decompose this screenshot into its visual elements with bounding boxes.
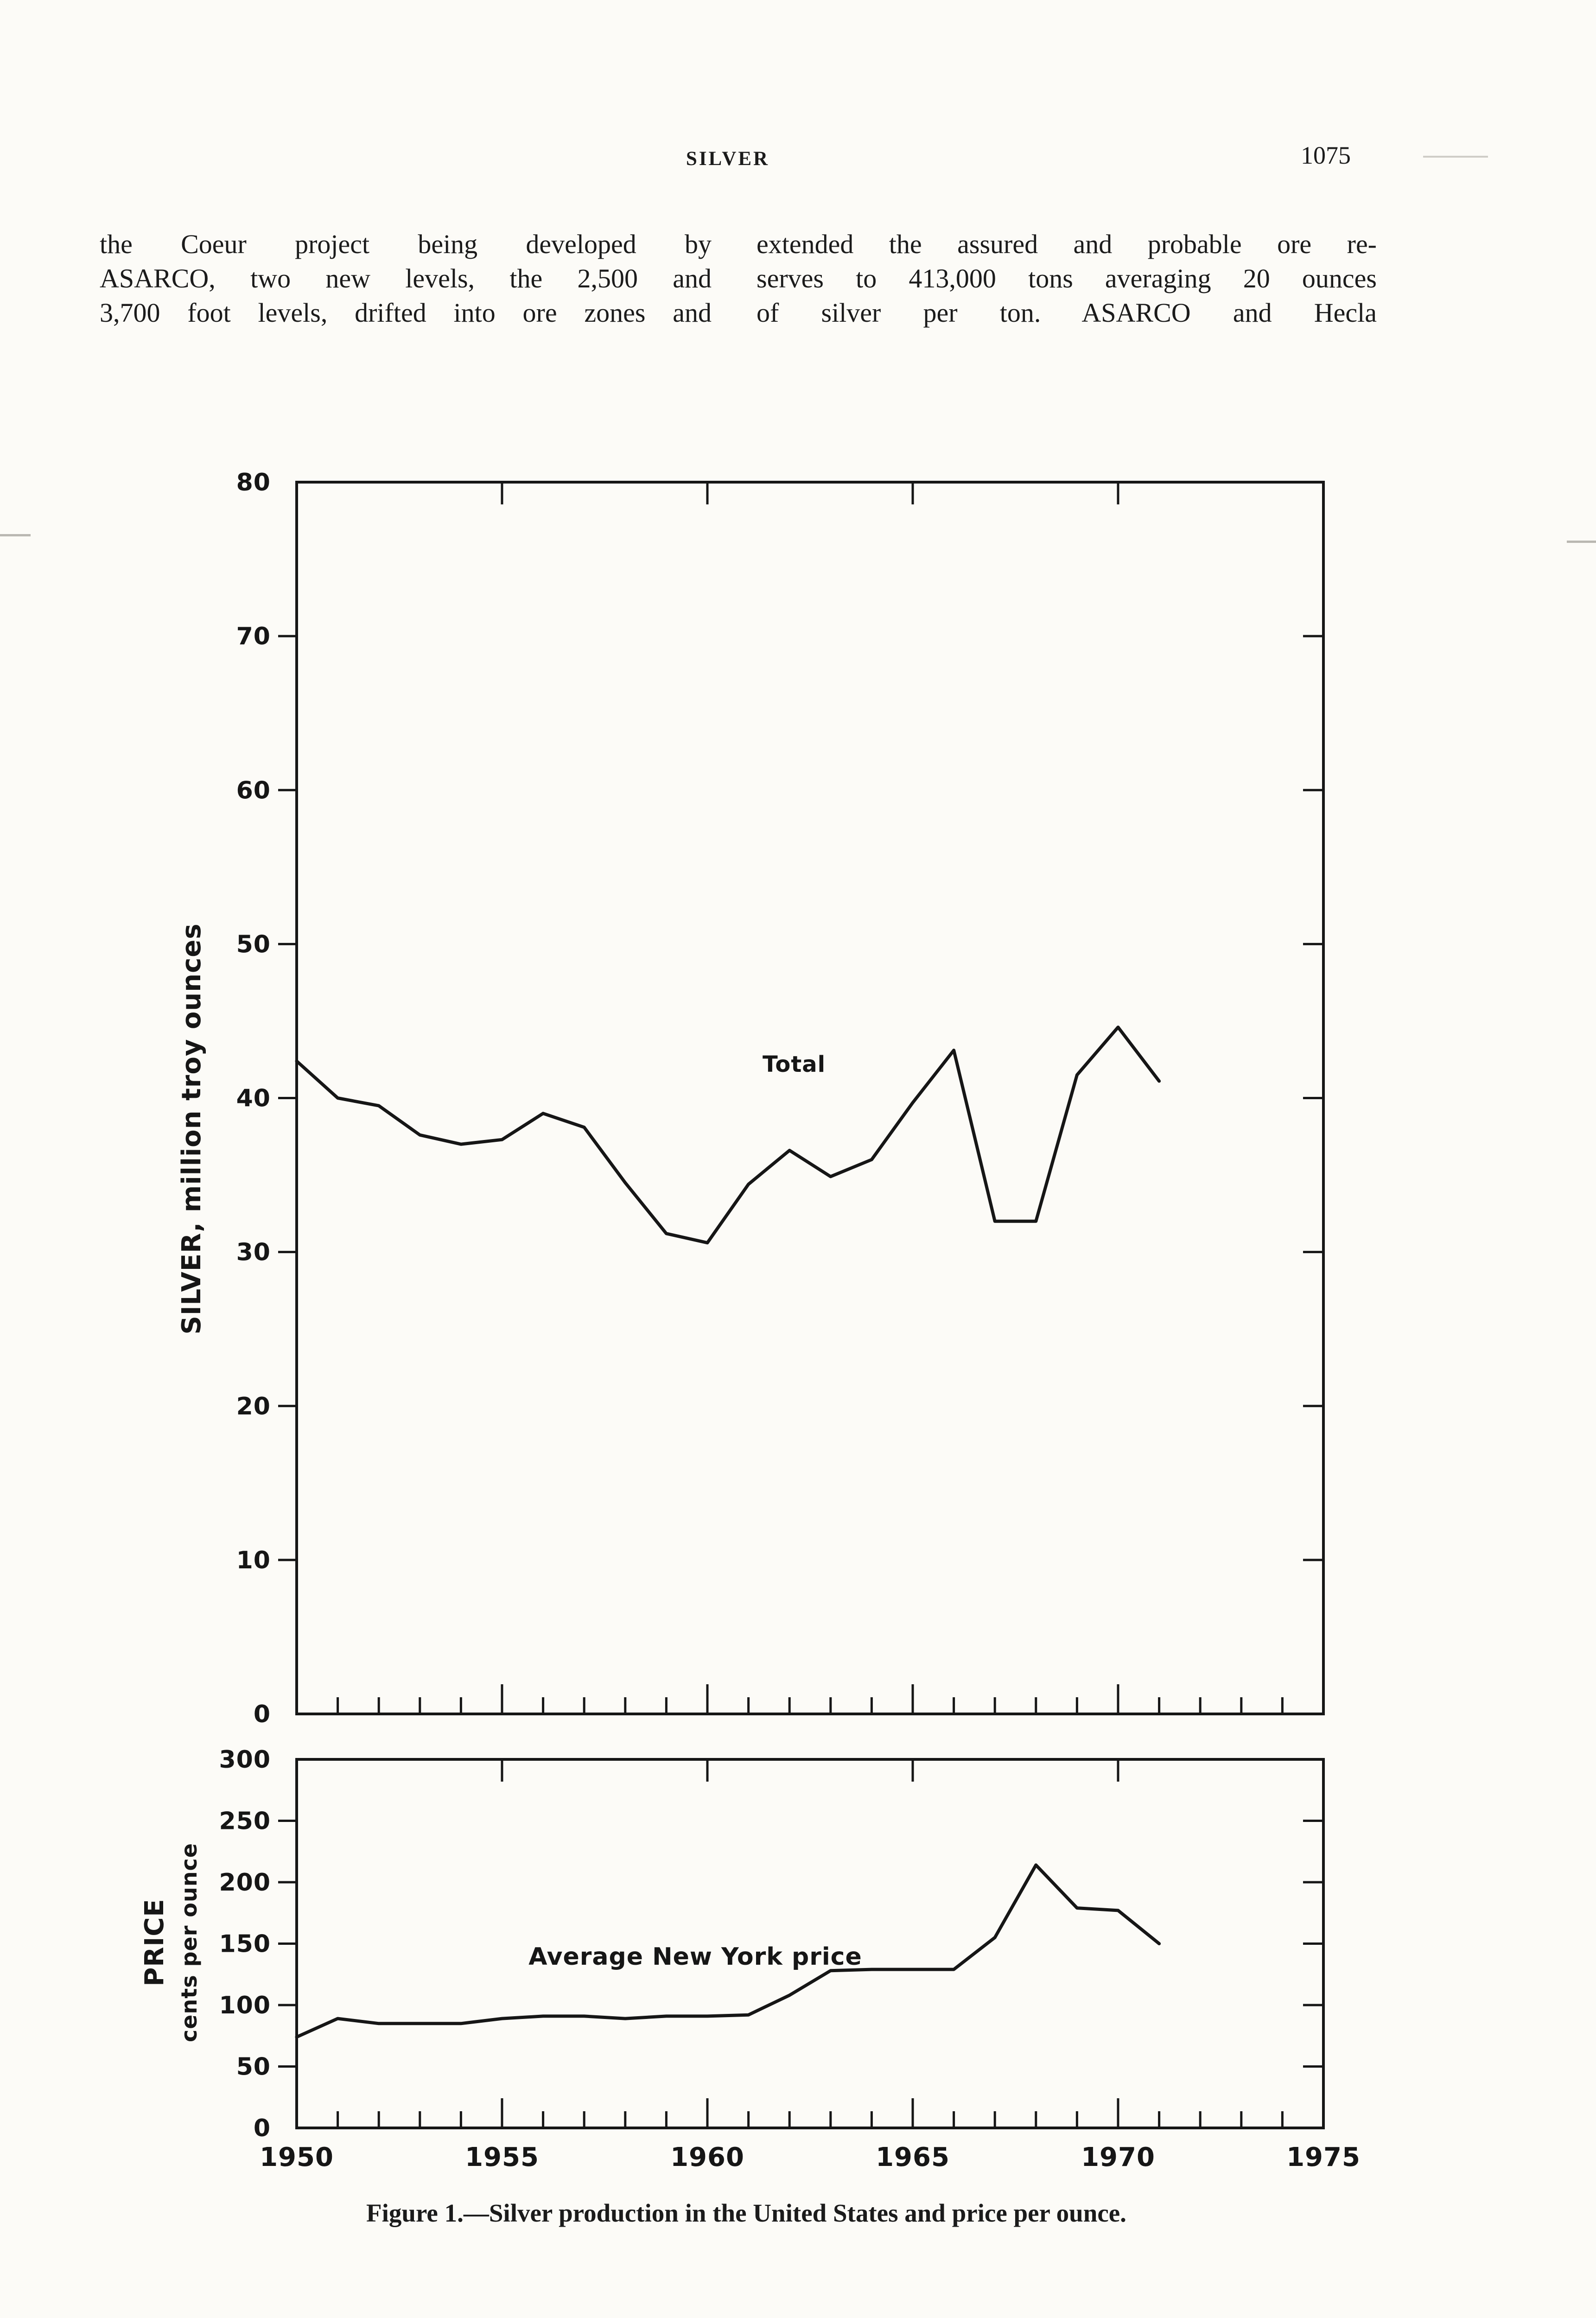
- running-head: SILVER: [686, 148, 770, 170]
- y-tick-label: 100: [219, 1992, 271, 2019]
- series-line-average-new-york-price: [295, 1863, 1161, 2039]
- x-tick-label: 1975: [1286, 2142, 1361, 2172]
- series-line-total: [295, 1025, 1161, 1245]
- y-axis-label: PRICE: [140, 1898, 170, 1986]
- body-text-left-column: the Coeur project being developed by ASA…: [100, 229, 712, 328]
- y-tick-label: 250: [219, 1808, 271, 1835]
- y-tick-label: 0: [254, 2114, 271, 2142]
- silver-price-chart: 0 50 100 150 200 250 300 1950 1955 1960 1965 1970 19…: [140, 1746, 1361, 2172]
- y-tick-label: 150: [219, 1930, 271, 1958]
- x-tick-label: 1965: [876, 2142, 950, 2172]
- y-tick-label: 40: [236, 1085, 271, 1113]
- y-tick-label: 300: [219, 1746, 271, 1774]
- x-tick-label: 1970: [1081, 2142, 1155, 2172]
- y-tick-label: 50: [236, 930, 271, 958]
- figure-caption: Figure 1.—Silver production in the Unite…: [366, 2199, 1126, 2227]
- y-tick-label: 200: [219, 1869, 271, 1897]
- x-tick-label: 1955: [465, 2142, 539, 2172]
- plot-frame: [295, 481, 1325, 1715]
- x-tick-label: 1950: [260, 2142, 334, 2172]
- y-tick-label: 10: [236, 1547, 271, 1574]
- x-tick-label: 1960: [670, 2142, 744, 2172]
- y-axis-label: cents per ounce: [177, 1843, 202, 2042]
- y-tick-label: 60: [236, 777, 271, 804]
- y-tick-label: 0: [254, 1700, 271, 1728]
- y-tick-label: 20: [236, 1393, 271, 1420]
- series-label: Average New York price: [528, 1943, 862, 1971]
- scan-artifact: [1567, 541, 1596, 543]
- y-tick-label: 70: [236, 623, 271, 650]
- y-tick-label: 30: [236, 1239, 271, 1267]
- y-tick-label: 80: [236, 469, 271, 497]
- scan-artifact: [0, 534, 31, 536]
- series-label: Total: [763, 1051, 826, 1077]
- page-number: 1075: [1301, 141, 1351, 169]
- scan-artifact: [1423, 156, 1488, 158]
- silver-production-chart: 0 10 20 30 40 50 60 70 80 Total SILVER, million tr…: [177, 469, 1325, 1728]
- y-tick-label: 50: [236, 2053, 271, 2081]
- y-axis-label: SILVER, million troy ounces: [177, 923, 207, 1334]
- body-text-right-column: extended the assured and probable ore re…: [757, 229, 1377, 328]
